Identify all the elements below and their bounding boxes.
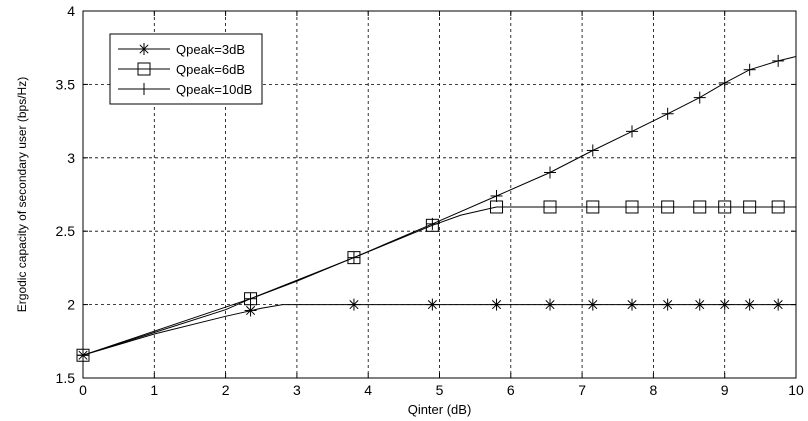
x-tick-label: 4	[364, 382, 372, 398]
series-3-marker	[544, 166, 557, 179]
x-tick-label: 6	[507, 382, 515, 398]
series-1-marker	[718, 298, 731, 311]
series-lines	[82, 56, 797, 356]
y-axis-ticks: 1.5 2 2.5 3 3.5 4	[56, 3, 796, 386]
x-tick-label: 8	[650, 382, 658, 398]
series-2-marker	[543, 200, 557, 214]
series-2-marker	[693, 200, 707, 214]
legend-item: Qpeak=3dB	[118, 42, 245, 57]
x-axis-title: Qinter (dB)	[408, 402, 472, 417]
series-1-marker	[244, 304, 257, 317]
series-3-marker	[626, 125, 639, 138]
series-1-marker	[544, 298, 557, 311]
x-tick-label: 7	[578, 382, 586, 398]
x-axis-ticks: 0 1 2 3 4 5 6 7 8 9 10	[79, 11, 804, 398]
series-3-marker	[661, 107, 674, 120]
series-1-marker	[743, 298, 756, 311]
series-3-marker	[743, 63, 756, 76]
series-1-marker	[693, 298, 706, 311]
series-1-marker	[661, 298, 674, 311]
legend-label: Qpeak=6dB	[176, 62, 245, 77]
y-tick-label: 4	[67, 3, 75, 19]
series-3-marker	[718, 76, 731, 89]
series-3-marker	[426, 217, 439, 230]
series-2-marker	[586, 200, 600, 214]
series-line-3	[82, 56, 797, 356]
series-1-marker	[772, 298, 785, 311]
x-tick-label: 2	[222, 382, 230, 398]
y-tick-label: 3.5	[56, 76, 76, 92]
x-tick-label: 3	[293, 382, 301, 398]
x-tick-label: 5	[436, 382, 444, 398]
legend-marker	[138, 43, 150, 55]
legend: Qpeak=3dB Qpeak=6dB Qpeak=10dB	[109, 33, 263, 105]
x-tick-label: 9	[721, 382, 729, 398]
legend-label: Qpeak=10dB	[176, 82, 252, 97]
series-line-1	[82, 304, 796, 356]
series-2-marker	[718, 200, 732, 214]
x-tick-label: 10	[788, 382, 804, 398]
legend-marker	[138, 83, 150, 95]
legend-item: Qpeak=10dB	[118, 82, 252, 97]
series-2-marker	[625, 200, 639, 214]
y-tick-label: 2	[67, 297, 75, 313]
legend-marker	[137, 62, 151, 76]
series-1-marker	[347, 298, 360, 311]
series-markers	[76, 54, 785, 362]
x-tick-label: 1	[150, 382, 158, 398]
y-tick-label: 3	[67, 150, 75, 166]
y-tick-label: 2.5	[56, 223, 76, 239]
series-1-marker	[626, 298, 639, 311]
series-3-marker	[490, 189, 503, 202]
series-3-marker	[772, 54, 785, 67]
series-1-marker	[490, 298, 503, 311]
x-tick-label: 0	[79, 382, 87, 398]
series-2-marker	[771, 200, 785, 214]
series-2-marker	[661, 200, 675, 214]
series-3-marker	[347, 251, 360, 264]
series-2-marker	[743, 200, 757, 214]
series-3-marker	[586, 144, 599, 157]
legend-item: Qpeak=6dB	[118, 62, 245, 77]
series-1-marker	[426, 298, 439, 311]
y-tick-label: 1.5	[56, 370, 76, 386]
legend-label: Qpeak=3dB	[176, 42, 245, 57]
series-3-marker	[244, 292, 257, 305]
series-3-marker	[693, 91, 706, 104]
y-axis-title: Ergodic capacity of secondary user (bps/…	[15, 77, 29, 312]
series-1-marker	[586, 298, 599, 311]
